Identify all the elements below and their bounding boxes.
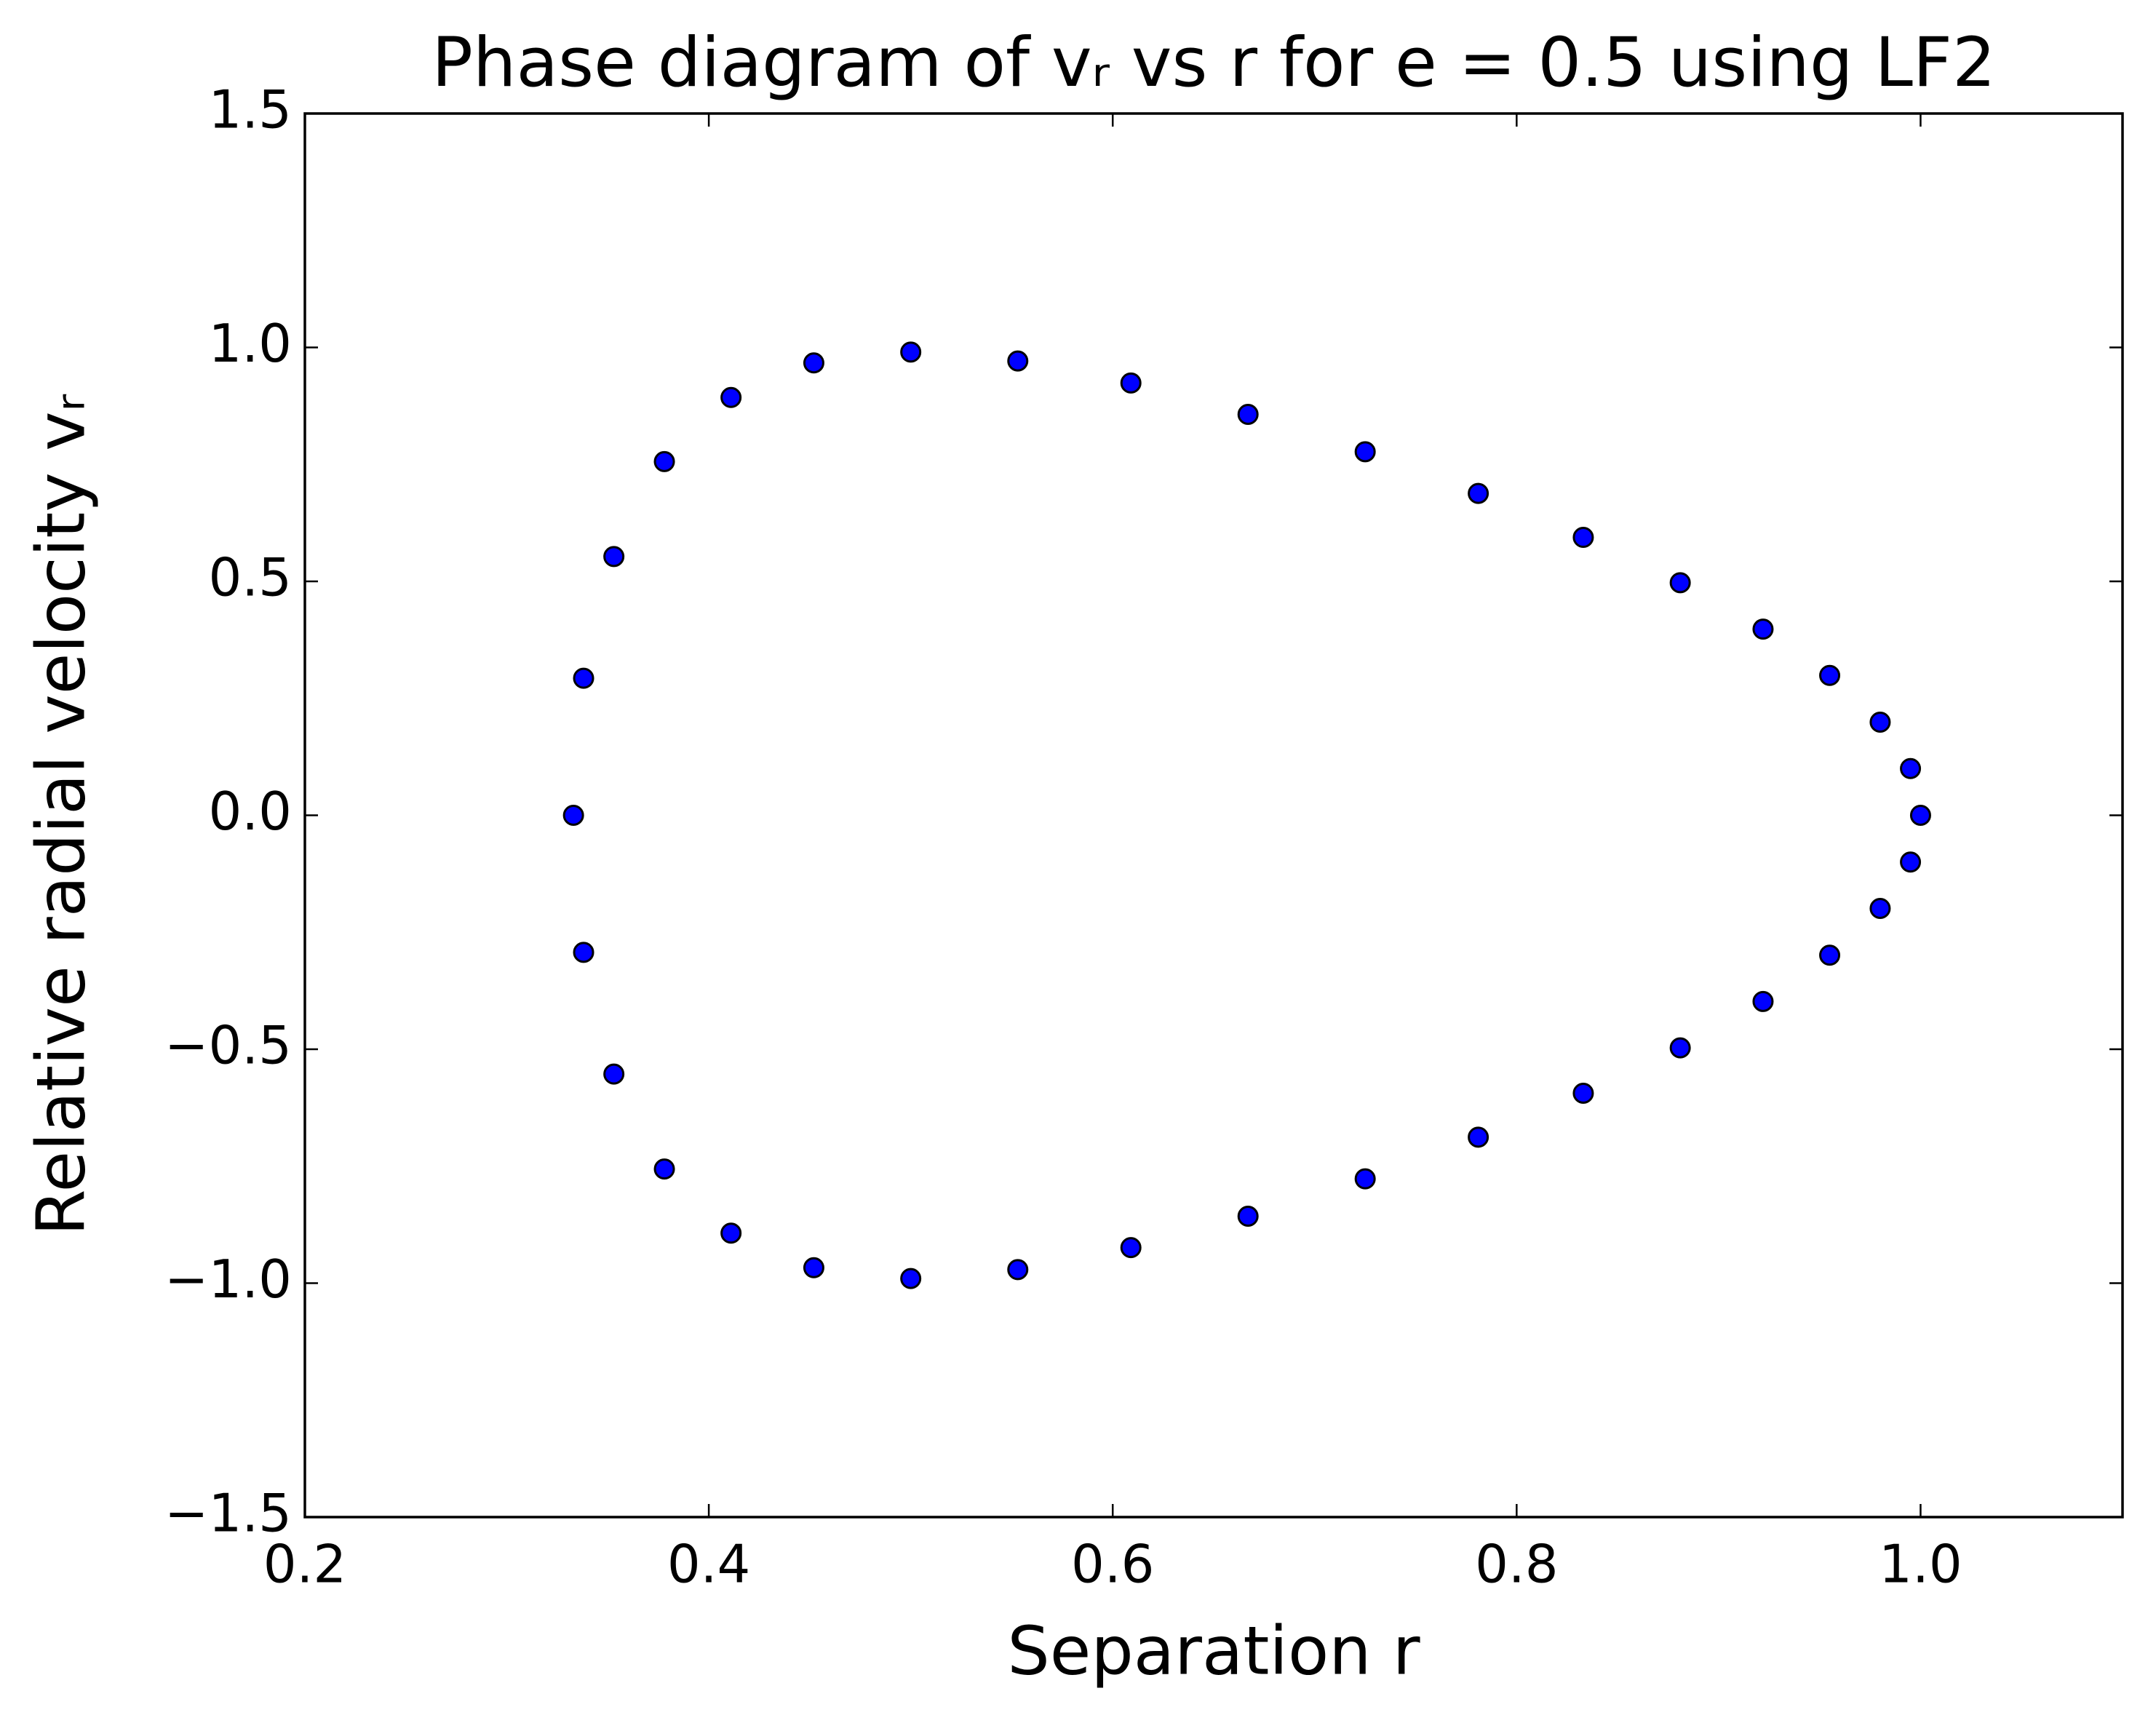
scatter-point [720,1222,742,1244]
scatter-point [803,1257,824,1278]
x-tick-label: 0.2 [263,1534,347,1595]
scatter-point [573,942,594,963]
scatter-point [1007,350,1029,372]
scatter-point [1669,1037,1691,1059]
scatter-point [1468,1126,1489,1148]
y-tick-label: 0.0 [208,781,292,842]
scatter-point [1752,990,1774,1012]
scatter-point [1237,403,1259,425]
scatter-point [1869,897,1891,919]
scatter-point [562,805,584,826]
plot-frame [303,112,2124,1519]
scatter-point [900,341,922,363]
scatter-point [1819,664,1841,686]
scatter-point [1869,712,1891,733]
y-tick-label: −1.0 [164,1249,292,1310]
scatter-point [1572,1082,1594,1104]
scatter-point [653,1158,675,1180]
scatter-point [1120,372,1142,394]
x-tick-label: 0.4 [667,1534,751,1595]
scatter-point [573,667,594,689]
scatter-point [720,386,742,408]
y-tick-label: 1.0 [208,313,292,374]
scatter-point [900,1268,922,1289]
y-tick-label: −0.5 [164,1015,292,1076]
x-tick-label: 1.0 [1879,1534,1962,1595]
chart-title: Phase diagram of vᵣ vs r for e = 0.5 usi… [431,23,1996,103]
scatter-point [653,450,675,472]
scatter-point [1819,944,1841,966]
scatter-point [1900,851,1922,873]
y-tick-label: 0.5 [208,547,292,608]
x-tick-label: 0.8 [1475,1534,1559,1595]
scatter-point [1900,757,1922,779]
scatter-point [1909,805,1931,826]
y-tick-label: 1.5 [208,79,292,140]
scatter-point [1572,527,1594,549]
scatter-point [1669,572,1691,594]
scatter-point [1237,1206,1259,1227]
y-tick-label: −1.5 [164,1483,292,1544]
scatter-point [1752,618,1774,640]
scatter-point [1354,441,1376,463]
scatter-point [1354,1168,1376,1190]
x-tick-label: 0.6 [1071,1534,1155,1595]
y-axis-label: Relative radial velocity vᵣ [22,394,100,1235]
scatter-point [1120,1237,1142,1259]
scatter-point [1007,1259,1029,1281]
scatter-point [603,546,625,568]
scatter-point [603,1063,625,1085]
x-axis-label: Separation r [1007,1612,1420,1690]
scatter-point [803,352,824,374]
scatter-point [1468,482,1489,504]
